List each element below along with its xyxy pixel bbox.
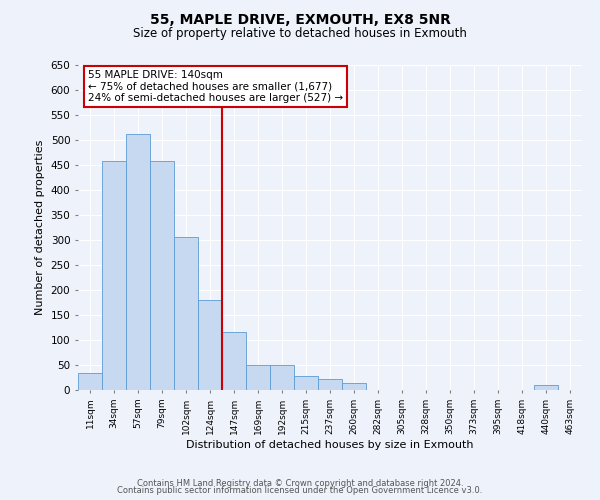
Bar	[198, 300, 222, 390]
Bar	[126, 134, 150, 390]
Text: 55 MAPLE DRIVE: 140sqm
← 75% of detached houses are smaller (1,677)
24% of semi-: 55 MAPLE DRIVE: 140sqm ← 75% of detached…	[88, 70, 343, 103]
Text: 55, MAPLE DRIVE, EXMOUTH, EX8 5NR: 55, MAPLE DRIVE, EXMOUTH, EX8 5NR	[149, 12, 451, 26]
Text: Contains HM Land Registry data © Crown copyright and database right 2024.: Contains HM Land Registry data © Crown c…	[137, 478, 463, 488]
Bar	[270, 365, 294, 390]
Bar	[222, 332, 246, 390]
Text: Contains public sector information licensed under the Open Government Licence v3: Contains public sector information licen…	[118, 486, 482, 495]
Bar	[102, 161, 126, 390]
Bar	[150, 161, 174, 390]
Bar	[318, 379, 342, 390]
Bar	[78, 372, 102, 390]
X-axis label: Distribution of detached houses by size in Exmouth: Distribution of detached houses by size …	[186, 440, 474, 450]
Y-axis label: Number of detached properties: Number of detached properties	[35, 140, 45, 315]
Bar	[342, 383, 366, 390]
Bar	[294, 376, 318, 390]
Bar	[246, 365, 270, 390]
Bar	[174, 237, 198, 390]
Bar	[534, 385, 558, 390]
Text: Size of property relative to detached houses in Exmouth: Size of property relative to detached ho…	[133, 28, 467, 40]
